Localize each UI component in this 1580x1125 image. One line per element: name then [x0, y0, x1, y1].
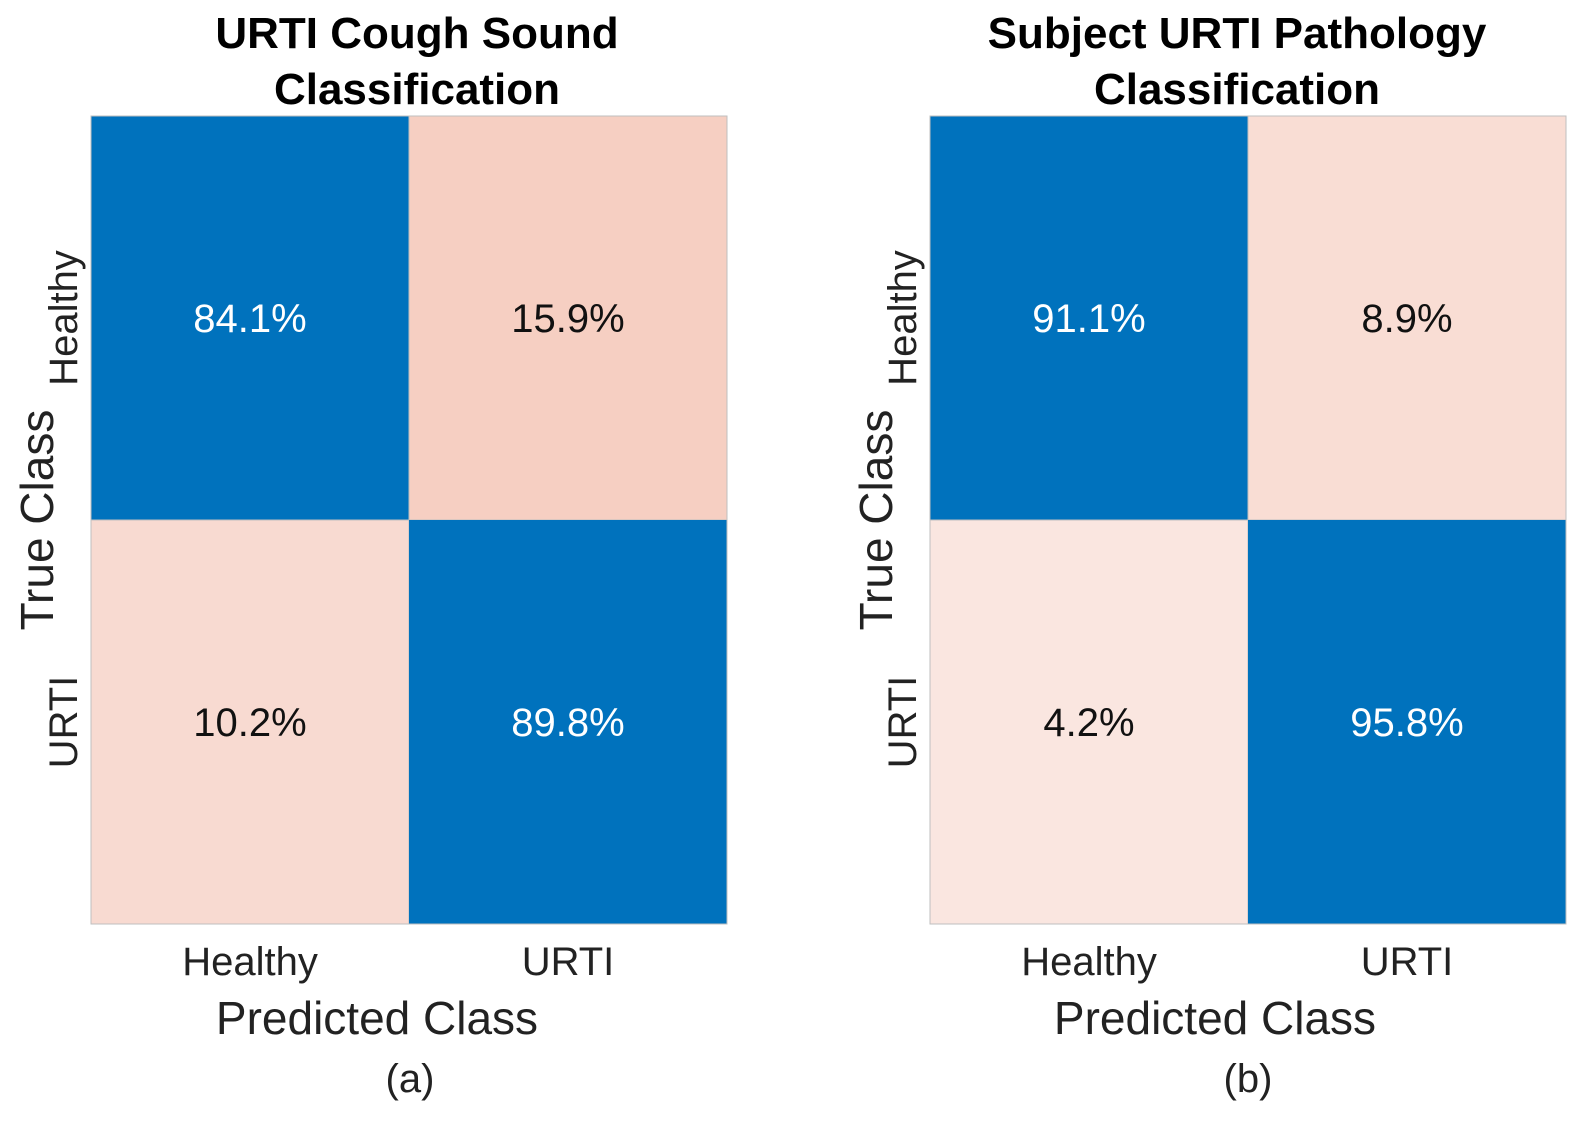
- matrix-cell: [929, 519, 1249, 925]
- x-tick-label: Healthy: [182, 940, 318, 984]
- matrix-border: [90, 115, 728, 925]
- y-tick-label: Healthy: [42, 250, 86, 386]
- cell-value-label: 89.8%: [511, 701, 624, 745]
- matrix-cell: [409, 520, 727, 924]
- chart-title-line-2: Classification: [1094, 65, 1380, 114]
- x-axis-label: Predicted Class: [1054, 992, 1376, 1044]
- x-tick-label: URTI: [522, 940, 615, 984]
- y-tick-label: URTI: [42, 676, 86, 769]
- chart-title-line-2: Classification: [274, 65, 560, 114]
- matrix-cell: [930, 116, 1248, 520]
- x-axis-label: Predicted Class: [216, 992, 538, 1044]
- matrix-border: [929, 115, 1567, 925]
- panel-caption: (a): [386, 1057, 435, 1101]
- y-tick-label: URTI: [881, 676, 925, 769]
- matrix-cell: [1248, 520, 1566, 924]
- x-tick-label: Healthy: [1021, 940, 1157, 984]
- chart-title-line-1: URTI Cough Sound: [215, 9, 618, 58]
- panel-b-confusion-matrix: Subject URTI Pathology Classification 91.1…: [850, 9, 1567, 1101]
- panel-caption: (b): [1224, 1057, 1273, 1101]
- panel-a-confusion-matrix: URTI Cough Sound Classification 84.1% 15.9%…: [11, 9, 728, 1101]
- matrix-cell: [408, 115, 728, 521]
- x-tick-label: URTI: [1361, 940, 1454, 984]
- cell-value-label: 4.2%: [1043, 701, 1134, 745]
- y-axis-label: True Class: [11, 410, 63, 631]
- matrix-cell: [91, 116, 409, 520]
- y-tick-label: Healthy: [881, 250, 925, 386]
- cell-value-label: 84.1%: [193, 297, 306, 341]
- cell-value-label: 15.9%: [511, 297, 624, 341]
- cell-value-label: 91.1%: [1032, 297, 1145, 341]
- cell-value-label: 8.9%: [1361, 297, 1452, 341]
- cell-value-label: 10.2%: [193, 701, 306, 745]
- y-axis-label: True Class: [850, 410, 902, 631]
- cell-value-label: 95.8%: [1350, 701, 1463, 745]
- matrix-cell: [90, 519, 410, 925]
- chart-title-line-1: Subject URTI Pathology: [988, 9, 1487, 58]
